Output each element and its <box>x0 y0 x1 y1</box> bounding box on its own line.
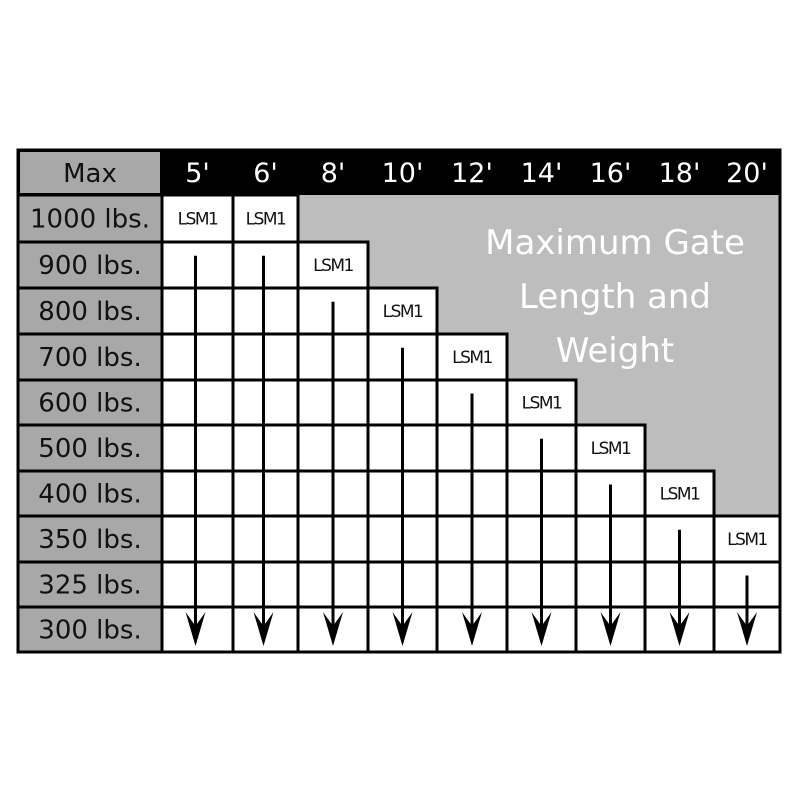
row-label: 700 lbs. <box>38 343 141 373</box>
lsm1-label: LSM1 <box>660 485 700 505</box>
corner-cell <box>20 152 160 193</box>
column-header: 10' <box>382 158 424 189</box>
title-line: Maximum Gate <box>485 223 745 263</box>
row-label: 600 lbs. <box>38 389 141 419</box>
column-header: 12' <box>451 158 493 189</box>
arrow-down-icon <box>392 612 413 646</box>
table-cell <box>160 514 235 564</box>
column-header: 18' <box>659 158 701 189</box>
arrow-down-icon <box>600 612 621 646</box>
table-cell <box>160 378 235 427</box>
table-cell <box>231 193 300 244</box>
lsm1-label: LSM1 <box>383 302 423 322</box>
row-label: 325 lbs. <box>38 571 141 601</box>
table-cell <box>160 560 235 609</box>
lsm1-label: LSM1 <box>246 210 286 230</box>
row-label: 400 lbs. <box>38 480 141 510</box>
table-cell <box>574 423 647 473</box>
lsm1-label: LSM1 <box>313 256 353 276</box>
arrow-down-icon <box>737 612 757 646</box>
column-header: 14' <box>521 158 563 189</box>
arrow-down-icon <box>462 612 482 646</box>
row-label: 1000 lbs. <box>30 205 150 235</box>
row-label: 500 lbs. <box>38 434 141 464</box>
table-cell <box>160 423 235 473</box>
table-cell <box>366 286 439 336</box>
table-cell <box>231 514 300 564</box>
arrow-down-icon <box>253 612 274 646</box>
row-label: 800 lbs. <box>38 297 141 327</box>
row-label: 350 lbs. <box>38 525 141 555</box>
table-cell <box>160 469 235 518</box>
table-border <box>16 148 782 654</box>
row-label-cell <box>16 469 164 518</box>
table-cell <box>231 423 300 473</box>
arrow-down-icon <box>531 612 552 646</box>
lsm1-label: LSM1 <box>178 210 218 230</box>
arrow-down-icon <box>185 612 206 646</box>
table-cell <box>231 286 300 336</box>
table-cell <box>231 469 300 518</box>
table-cell <box>160 332 235 382</box>
row-label: 900 lbs. <box>38 251 141 281</box>
column-header: 16' <box>590 158 632 189</box>
table-cell <box>160 286 235 336</box>
table-cell <box>160 193 235 244</box>
table-cell <box>505 378 578 427</box>
lsm1-label: LSM1 <box>727 530 767 550</box>
table-cell <box>643 469 716 518</box>
table-cell <box>160 240 235 290</box>
column-header: 5' <box>185 158 210 189</box>
corner-label: Max <box>63 159 117 189</box>
table-cell <box>712 514 782 564</box>
row-label: 300 lbs. <box>38 616 141 646</box>
lsm1-label: LSM1 <box>522 394 562 414</box>
column-header: 20' <box>726 158 768 189</box>
table-cell <box>231 240 300 290</box>
table-cell <box>231 378 300 427</box>
title-line: Weight <box>556 331 674 371</box>
table-cell <box>435 332 509 382</box>
table-cell <box>231 332 300 382</box>
lsm1-label: LSM1 <box>591 439 631 459</box>
lsm1-label: LSM1 <box>452 348 492 368</box>
arrow-down-icon <box>323 612 343 646</box>
title-line: Length and <box>519 277 711 317</box>
column-header: 8' <box>321 158 346 189</box>
column-header: 6' <box>253 158 278 189</box>
arrow-down-icon <box>669 612 690 646</box>
table-cell <box>231 560 300 609</box>
